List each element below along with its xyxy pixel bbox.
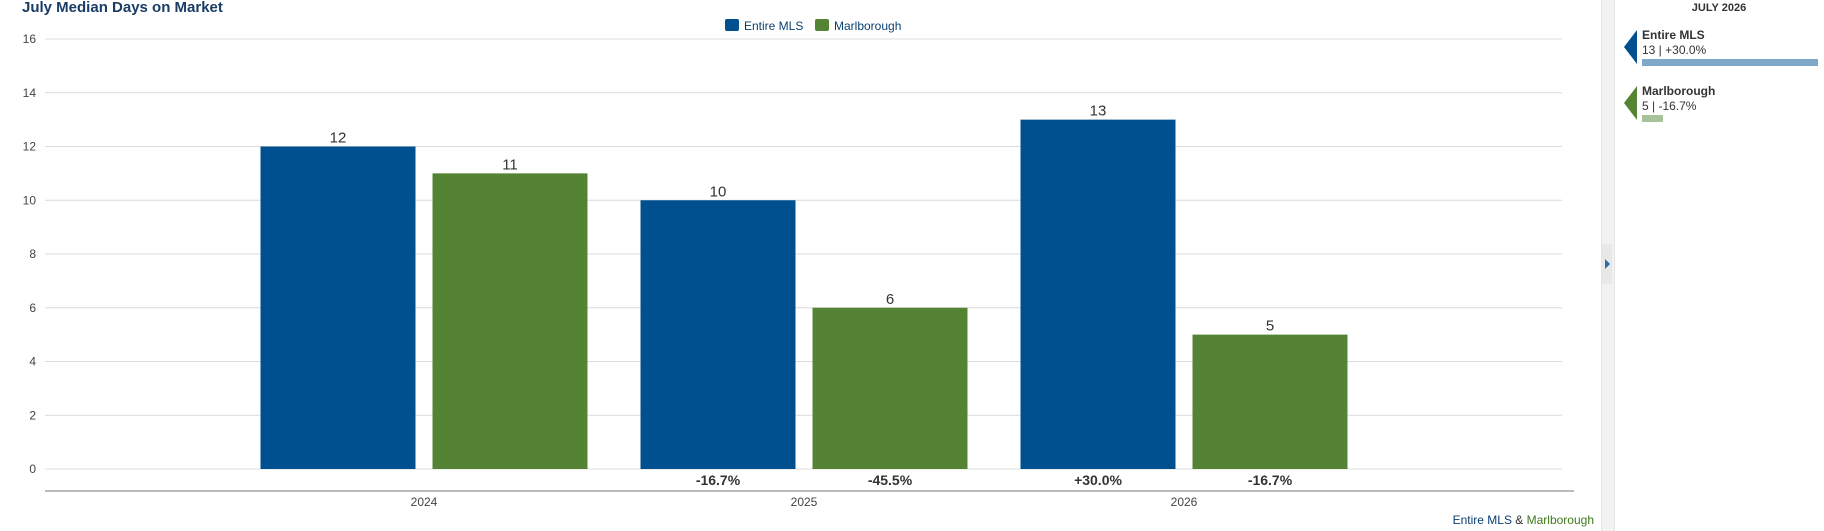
data-label: 12 [330, 130, 347, 147]
side-entry-entire-mls[interactable]: Entire MLS 13 | +30.0% [1614, 28, 1824, 72]
legend-label-entire-mls[interactable]: Entire MLS [744, 19, 803, 33]
bar[interactable] [432, 173, 588, 469]
data-label: 10 [710, 183, 727, 200]
side-entry-bar [1642, 59, 1818, 66]
legend-swatch-entire-mls [725, 19, 739, 31]
y-tick-label: 0 [29, 462, 36, 476]
data-labels: 12 11 10 6 13 5 [330, 103, 1275, 335]
side-entry-info: 13 | +30.0% [1642, 43, 1707, 57]
x-tick-label: 2025 [791, 495, 818, 509]
footer-separator: & [1512, 513, 1527, 527]
side-entry-name: Entire MLS [1642, 28, 1705, 42]
legend-swatch-marlborough [815, 19, 829, 31]
footer-part-marlborough: Marlborough [1527, 513, 1594, 527]
change-labels: -16.7% -45.5% +30.0% -16.7% [696, 472, 1293, 488]
y-tick-label: 10 [23, 193, 37, 207]
y-tick-label: 12 [23, 140, 37, 154]
x-tick-label: 2026 [1171, 495, 1198, 509]
bar[interactable] [1020, 119, 1176, 469]
y-axis-ticks: 0 2 4 6 8 10 12 14 16 [23, 32, 37, 476]
change-label: -45.5% [868, 472, 913, 488]
data-label: 6 [886, 291, 894, 308]
y-tick-label: 6 [29, 301, 36, 315]
side-entry-bar [1642, 115, 1818, 122]
chart-title: July Median Days on Market [22, 0, 223, 16]
data-label: 11 [502, 156, 518, 173]
collapse-panel-button[interactable] [1602, 244, 1612, 284]
pointer-marker-icon [1624, 30, 1637, 64]
change-label: -16.7% [1248, 472, 1293, 488]
y-tick-label: 16 [23, 32, 37, 46]
bars [260, 119, 1348, 470]
bar[interactable] [1192, 334, 1348, 469]
bar-chart: July Median Days on Market Entire MLS Ma… [22, 0, 1594, 527]
side-entry-marlborough[interactable]: Marlborough 5 | -16.7% [1614, 84, 1824, 128]
caret-right-icon [1605, 259, 1610, 269]
side-entry-bar-fill [1642, 115, 1664, 122]
data-label: 13 [1090, 103, 1107, 120]
y-tick-label: 4 [29, 355, 36, 369]
x-axis-ticks: 2024 2025 2026 [411, 495, 1198, 509]
legend-label-marlborough[interactable]: Marlborough [834, 19, 901, 33]
y-tick-label: 14 [23, 86, 37, 100]
side-panel: JULY 2026 Entire MLS 13 | +30.0% Marlbor… [1614, 0, 1824, 531]
footer-part-entire-mls: Entire MLS [1453, 513, 1512, 527]
y-tick-label: 8 [29, 247, 36, 261]
change-label: +30.0% [1074, 472, 1122, 488]
x-tick-label: 2024 [411, 495, 438, 509]
bar[interactable] [640, 200, 796, 469]
change-label: -16.7% [696, 472, 741, 488]
bar[interactable] [812, 307, 968, 469]
pointer-marker-icon [1624, 86, 1637, 120]
side-panel-title: JULY 2026 [1691, 2, 1747, 14]
side-entry-bar-fill [1642, 59, 1818, 66]
side-entry-name: Marlborough [1642, 84, 1716, 98]
bar[interactable] [260, 146, 416, 470]
chart-legend: Entire MLS Marlborough [725, 19, 901, 33]
data-label: 5 [1266, 318, 1274, 335]
footer-caption: Entire MLS & Marlborough [1453, 513, 1594, 527]
y-tick-label: 2 [29, 408, 36, 422]
side-entry-info: 5 | -16.7% [1642, 99, 1697, 113]
